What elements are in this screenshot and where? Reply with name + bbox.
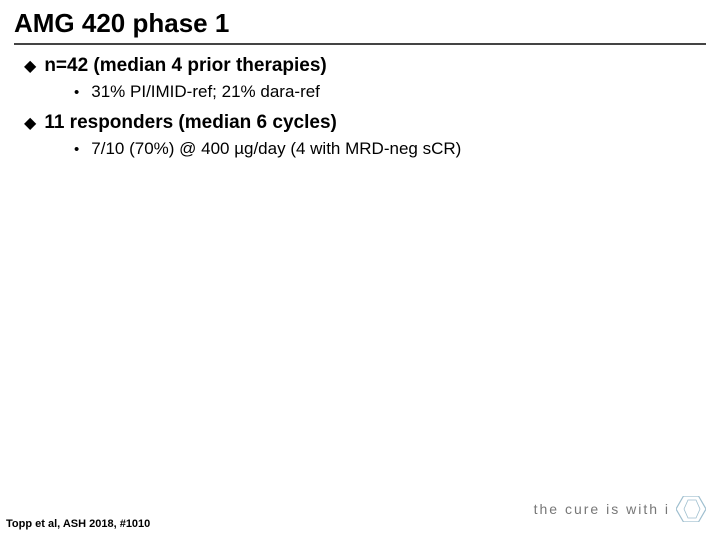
logo-word: is with i <box>606 501 670 517</box>
sub-bullet-item: • 7/10 (70%) @ 400 µg/day (4 with MRD-ne… <box>74 139 706 159</box>
bullet-item: ◆ n=42 (median 4 prior therapies) <box>24 55 706 78</box>
sub-bullet-text: 7/10 (70%) @ 400 µg/day (4 with MRD-neg … <box>91 139 461 159</box>
diamond-bullet-icon: ◆ <box>24 57 36 76</box>
sub-bullet-text: 31% PI/IMID-ref; 21% dara-ref <box>91 82 320 102</box>
hexagon-icon <box>676 496 706 522</box>
citation-footer: Topp et al, ASH 2018, #1010 <box>6 518 150 530</box>
brand-logo: the cure is with i <box>534 496 706 522</box>
diamond-bullet-icon: ◆ <box>24 114 36 133</box>
logo-word: cure <box>565 501 600 517</box>
bullet-text: n=42 (median 4 prior therapies) <box>44 55 326 78</box>
bullet-text: 11 responders (median 6 cycles) <box>44 112 337 135</box>
dot-bullet-icon: • <box>74 141 79 158</box>
logo-word: the <box>534 501 559 517</box>
bullet-item: ◆ 11 responders (median 6 cycles) <box>24 112 706 135</box>
slide: AMG 420 phase 1 ◆ n=42 (median 4 prior t… <box>0 0 720 540</box>
sub-bullet-item: • 31% PI/IMID-ref; 21% dara-ref <box>74 82 706 102</box>
dot-bullet-icon: • <box>74 84 79 101</box>
logo-text: the cure is with i <box>534 501 670 517</box>
slide-title: AMG 420 phase 1 <box>14 8 706 45</box>
